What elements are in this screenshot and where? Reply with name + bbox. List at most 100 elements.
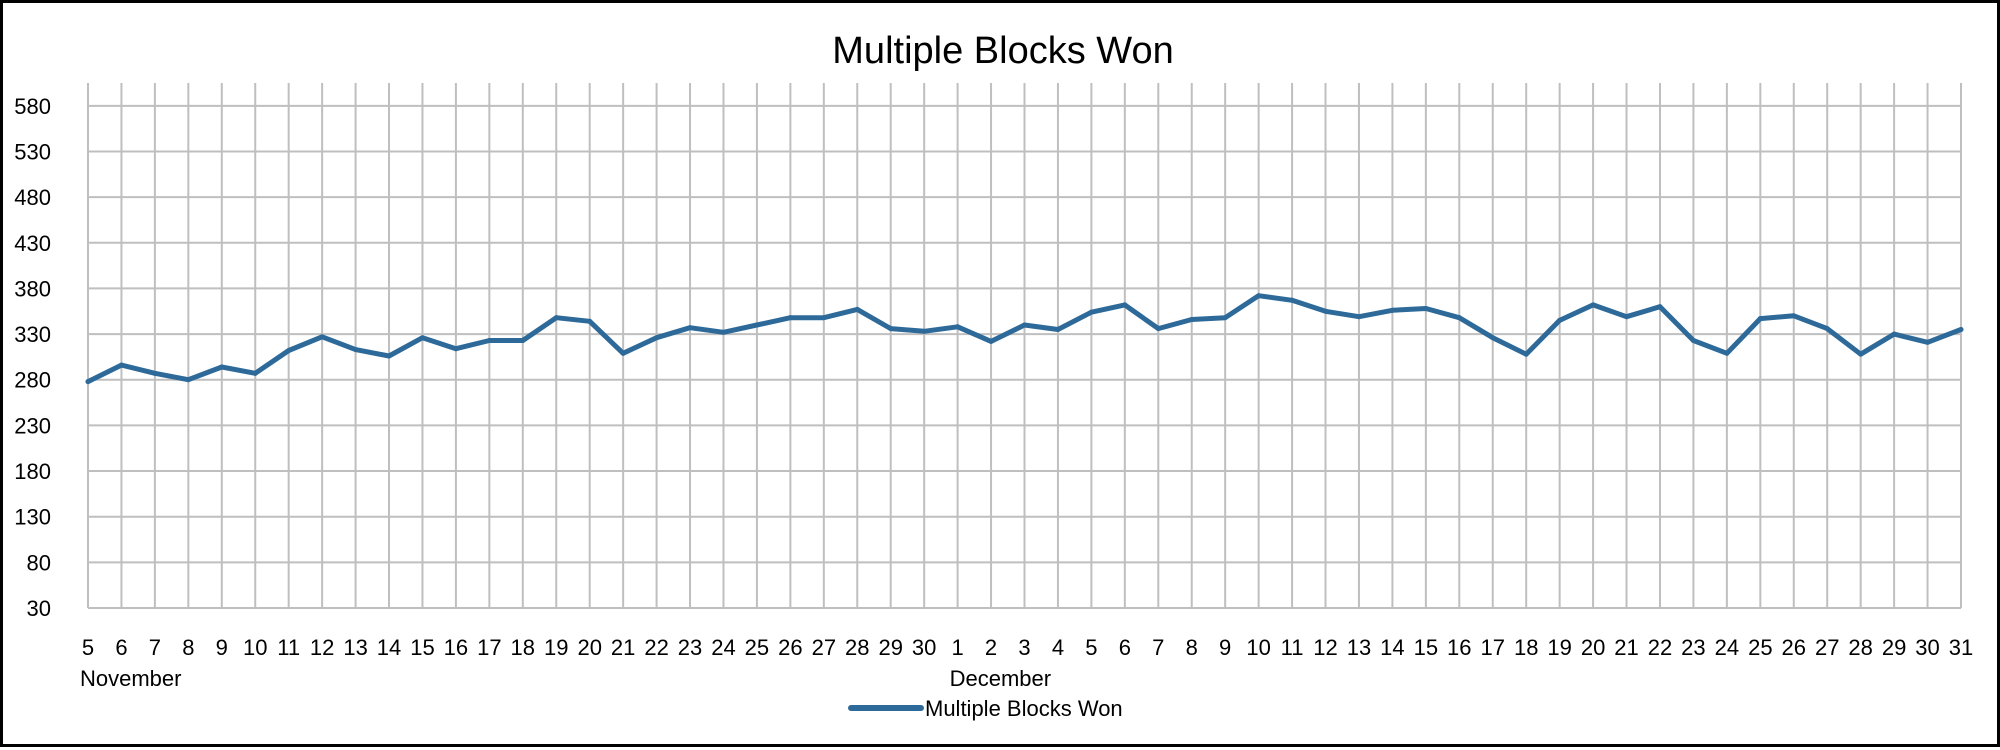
- data-point: [1490, 335, 1496, 341]
- x-tick-label: 30: [912, 635, 936, 660]
- x-tick-label: 27: [1815, 635, 1839, 660]
- data-point: [453, 346, 459, 352]
- x-tick-label: 21: [1614, 635, 1638, 660]
- x-tick-label: 23: [1681, 635, 1705, 660]
- x-tick-label: 13: [343, 635, 367, 660]
- data-point: [1590, 302, 1596, 308]
- data-point: [520, 337, 526, 343]
- x-tick-label: 18: [511, 635, 535, 660]
- data-point: [486, 337, 492, 343]
- legend[interactable]: Multiple Blocks Won: [848, 696, 1123, 721]
- x-tick-label: 7: [149, 635, 161, 660]
- y-tick-label: 80: [27, 550, 51, 575]
- data-point: [1891, 331, 1897, 337]
- x-tick-label: 20: [577, 635, 601, 660]
- x-tick-label: 31: [1949, 635, 1973, 660]
- y-tick-label: 180: [14, 459, 51, 484]
- x-tick-label: 14: [1380, 635, 1404, 660]
- legend-label: Multiple Blocks Won: [925, 696, 1123, 721]
- data-point: [921, 328, 927, 334]
- x-tick-label: 9: [216, 635, 228, 660]
- data-point: [152, 370, 158, 376]
- data-point: [720, 329, 726, 335]
- data-point: [821, 315, 827, 321]
- y-tick-label: 230: [14, 413, 51, 438]
- x-tick-label: 19: [544, 635, 568, 660]
- x-tick-label: 30: [1915, 635, 1939, 660]
- series-group: [85, 293, 1964, 385]
- x-tick-label: 6: [115, 635, 127, 660]
- x-tick-label: 5: [82, 635, 94, 660]
- data-point: [1222, 315, 1228, 321]
- data-point: [1958, 327, 1964, 333]
- data-point: [787, 315, 793, 321]
- x-tick-label: 14: [377, 635, 401, 660]
- month-labels: November December: [80, 666, 1051, 691]
- x-tick-label: 11: [277, 635, 300, 660]
- y-tick-label: 130: [14, 505, 51, 530]
- x-tick-label: 17: [477, 635, 501, 660]
- data-point: [1122, 302, 1128, 308]
- data-point: [1022, 322, 1027, 328]
- x-tick-label: 24: [1715, 635, 1739, 660]
- x-tick-label: 24: [711, 635, 735, 660]
- data-point: [1791, 313, 1797, 319]
- x-tick-label: 16: [1447, 635, 1471, 660]
- data-point: [587, 318, 593, 324]
- x-tick-label: 18: [1514, 635, 1538, 660]
- x-tick-label: 26: [1782, 635, 1806, 660]
- x-tick-label: 25: [745, 635, 769, 660]
- data-point: [1189, 316, 1195, 322]
- data-point: [1757, 316, 1763, 322]
- data-point: [118, 362, 124, 368]
- month-label: November: [80, 666, 181, 691]
- x-tick-label: 22: [644, 635, 668, 660]
- data-point: [1657, 304, 1663, 310]
- x-tick-label: 3: [1018, 635, 1030, 660]
- x-tick-label: 16: [444, 635, 468, 660]
- x-tick-label: 19: [1547, 635, 1571, 660]
- data-point: [687, 325, 693, 331]
- data-point: [1456, 315, 1462, 321]
- x-tick-label: 29: [1882, 635, 1906, 660]
- data-point: [553, 315, 559, 321]
- data-point: [85, 379, 91, 385]
- data-point: [1925, 339, 1931, 345]
- data-point: [386, 353, 392, 359]
- data-point: [1323, 308, 1329, 314]
- y-tick-label: 430: [14, 231, 51, 256]
- y-tick-label: 330: [14, 322, 51, 347]
- chart-title: Multiple Blocks Won: [832, 30, 1173, 72]
- line-chart: Multiple Blocks Won 30801301802302803303…: [14, 30, 1973, 721]
- y-tick-label: 580: [14, 94, 51, 119]
- data-point: [1724, 350, 1730, 356]
- x-tick-label: 8: [182, 635, 194, 660]
- data-point: [1389, 307, 1395, 313]
- x-tick-label: 21: [611, 635, 635, 660]
- x-tick-label: 10: [243, 635, 267, 660]
- data-point: [888, 326, 894, 332]
- data-point: [1256, 293, 1262, 299]
- y-tick-label: 380: [14, 276, 51, 301]
- x-tick-label: 8: [1186, 635, 1198, 660]
- x-tick-label: 20: [1581, 635, 1605, 660]
- x-tick-label: 25: [1748, 635, 1772, 660]
- x-tick-label: 27: [812, 635, 836, 660]
- x-tick-label: 13: [1347, 635, 1371, 660]
- data-point: [419, 335, 425, 341]
- data-point: [1690, 337, 1696, 343]
- data-point: [1523, 351, 1529, 357]
- data-point: [219, 364, 225, 370]
- data-point: [1624, 314, 1630, 320]
- y-tick-label: 480: [14, 185, 51, 210]
- x-tick-label: 12: [310, 635, 334, 660]
- data-point: [1055, 327, 1061, 333]
- data-point: [1356, 314, 1362, 320]
- x-tick-label: 23: [678, 635, 702, 660]
- x-tick-label: 22: [1648, 635, 1672, 660]
- x-tick-label: 1: [951, 635, 963, 660]
- data-point: [955, 324, 961, 330]
- x-tick-label: 7: [1152, 635, 1164, 660]
- data-point: [185, 377, 191, 383]
